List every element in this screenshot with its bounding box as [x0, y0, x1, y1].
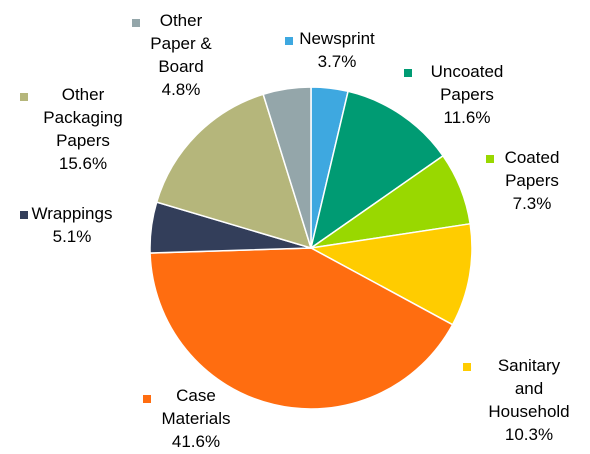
slice-name-label: Newsprint	[299, 29, 375, 48]
slice-name-label: Wrappings	[32, 204, 113, 223]
slice-name-label: Other	[62, 85, 105, 104]
slice-percent-label: 41.6%	[172, 432, 220, 451]
slice-label-7: Other Paper & Board 4.8%	[132, 11, 212, 99]
slice-name-label: Household	[488, 402, 569, 421]
slice-name-label: Other	[160, 11, 203, 30]
legend-marker-2	[486, 155, 494, 163]
legend-marker-3	[463, 363, 471, 371]
slice-label-0: Newsprint 3.7%	[285, 29, 375, 71]
slice-percent-label: 7.3%	[513, 194, 552, 213]
slice-label-6: Other Packaging Papers 15.6%	[20, 85, 123, 173]
slice-name-label: Case	[176, 386, 216, 405]
slice-percent-label: 3.7%	[318, 52, 357, 71]
slice-name-label: Board	[158, 57, 203, 76]
slice-percent-label: 5.1%	[53, 227, 92, 246]
pie-slice-7	[262, 86, 312, 249]
slice-percent-label: 11.6%	[444, 108, 491, 127]
slice-percent-label: 10.3%	[505, 425, 553, 444]
slice-label-5: Wrappings 5.1%	[20, 204, 112, 246]
slice-percent-label: 4.8%	[162, 80, 201, 99]
pie-slice-4	[149, 247, 454, 410]
pie-slice-6	[155, 93, 313, 250]
slice-percent-label: 15.6%	[59, 154, 107, 173]
legend-marker-5	[20, 211, 28, 219]
slice-label-1: Uncoated Papers 11.6%	[404, 62, 503, 127]
pie-slice-1	[309, 90, 445, 250]
legend-marker-6	[20, 93, 28, 101]
slice-name-label: Papers	[440, 85, 494, 104]
slice-name-label: Coated	[505, 148, 560, 167]
pie-labels: Newsprint 3.7% Uncoated Papers 11.6% Coated Pa…	[20, 11, 570, 451]
pie-slice-3	[308, 222, 473, 326]
slice-name-label: Papers	[56, 131, 110, 150]
pie-slices	[149, 86, 473, 410]
slice-name-label: Materials	[162, 409, 231, 428]
slice-label-3: Sanitary and Household 10.3%	[463, 356, 570, 444]
legend-marker-7	[132, 19, 140, 27]
legend-marker-0	[285, 37, 293, 45]
slice-label-2: Coated Papers 7.3%	[486, 148, 559, 213]
slice-name-label: Paper &	[150, 34, 212, 53]
slice-name-label: Uncoated	[431, 62, 504, 81]
slice-name-label: Packaging	[43, 108, 122, 127]
slice-name-label: Sanitary	[498, 356, 561, 375]
slice-label-4: Case Materials 41.6%	[143, 386, 230, 451]
slice-name-label: and	[515, 379, 543, 398]
slice-name-label: Papers	[505, 171, 559, 190]
legend-marker-4	[143, 395, 151, 403]
legend-marker-1	[404, 69, 412, 77]
